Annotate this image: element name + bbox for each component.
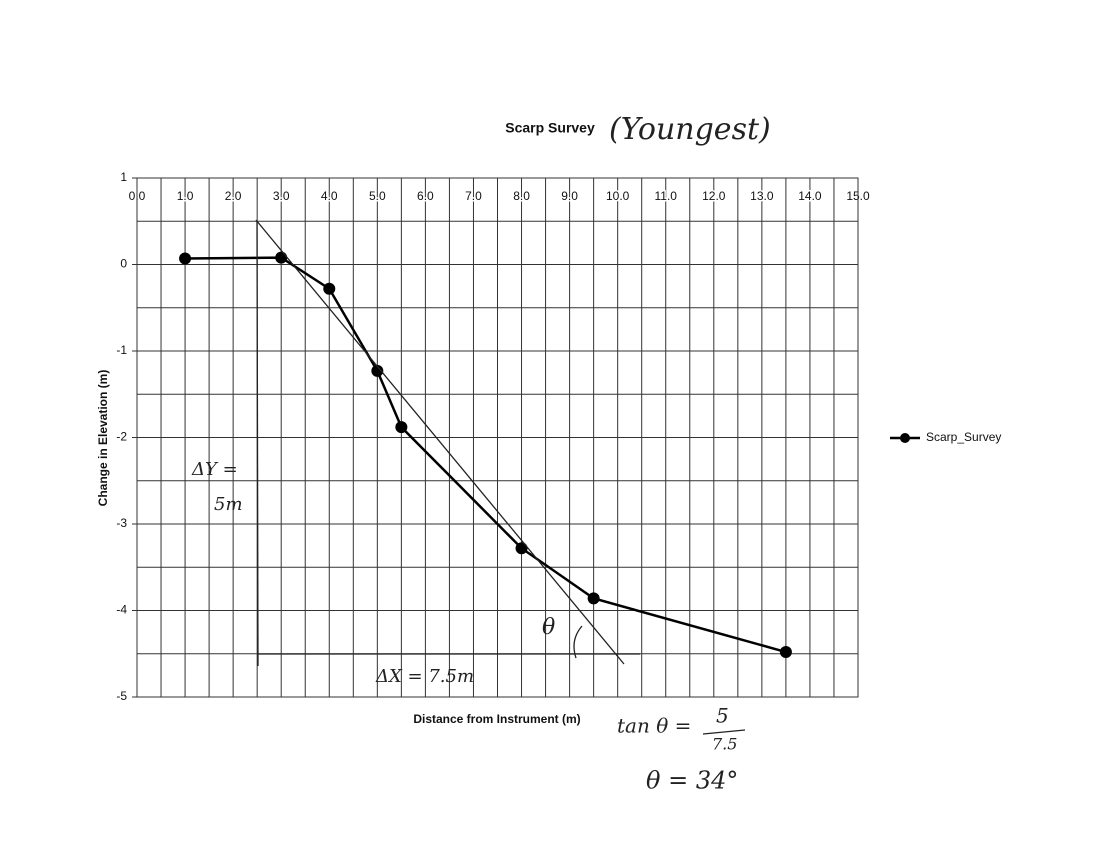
- x-tick-label: 1.0: [177, 189, 194, 203]
- hand-slope: [255, 219, 625, 665]
- hand-note: 7.5: [712, 735, 737, 754]
- hand-vertical: [256, 220, 259, 667]
- x-tick-label: 7.0: [465, 189, 482, 203]
- x-tick-label: 13.0: [750, 189, 774, 203]
- hand-lines: [255, 219, 746, 735]
- x-tick-label: 12.0: [702, 189, 726, 203]
- chart-title: Scarp Survey: [505, 120, 595, 136]
- y-axis-title: Change in Elevation (m): [96, 370, 110, 507]
- x-axis-title: Distance from Instrument (m): [413, 712, 580, 726]
- y-tick-label: 0: [120, 257, 127, 271]
- data-point: [179, 252, 192, 265]
- data-point: [371, 364, 384, 377]
- hand-note: 5m: [214, 494, 243, 515]
- x-tick-label: 6.0: [417, 189, 434, 203]
- series-line: [185, 256, 787, 654]
- x-tick-label: 14.0: [798, 189, 822, 203]
- hand-note: 5: [716, 704, 729, 728]
- hand-fraction-bar: [702, 729, 746, 735]
- y-tick-label: -2: [116, 430, 127, 444]
- hand-note: ΔX = 7.5m: [375, 666, 474, 687]
- x-tick-label: 2.0: [225, 189, 242, 203]
- x-tick-label: 3.0: [273, 189, 290, 203]
- x-tick-label: 11.0: [654, 189, 677, 203]
- x-tick-label: 8.0: [513, 189, 530, 203]
- x-tick-label: 4.0: [321, 189, 338, 203]
- y-tick-label: -4: [116, 603, 127, 617]
- x-tick-label: 9.0: [561, 189, 578, 203]
- y-tick-label: -5: [116, 689, 127, 703]
- hand-note: θ: [542, 615, 555, 640]
- data-point: [323, 282, 336, 295]
- data-point: [515, 542, 528, 555]
- hand-note: tan θ =: [617, 714, 691, 738]
- hand-angle-arc: [573, 625, 583, 659]
- hand-note: (Youngest): [609, 112, 771, 147]
- hand-note: θ = 34°: [646, 767, 738, 795]
- x-tick-label: 5.0: [369, 189, 386, 203]
- x-tick-label: 10.0: [606, 189, 630, 203]
- data-point: [587, 592, 600, 605]
- legend-marker: [900, 433, 910, 443]
- legend-label: Scarp_Survey: [926, 430, 1001, 444]
- plot: 0.0 1.0 2.0 3.0 4.0 5.0 6.0 7.0 8.0 9.0 10.0 11.0 12…: [116, 170, 1001, 703]
- data-point: [275, 251, 288, 264]
- y-tick-label: 1: [120, 170, 127, 184]
- hand-note: ΔY =: [191, 459, 238, 480]
- data-point: [395, 421, 408, 434]
- y-tick-label: -1: [116, 343, 127, 357]
- plot-frame: [136, 177, 859, 698]
- y-tick-label: -3: [116, 516, 127, 530]
- data-point: [779, 646, 792, 659]
